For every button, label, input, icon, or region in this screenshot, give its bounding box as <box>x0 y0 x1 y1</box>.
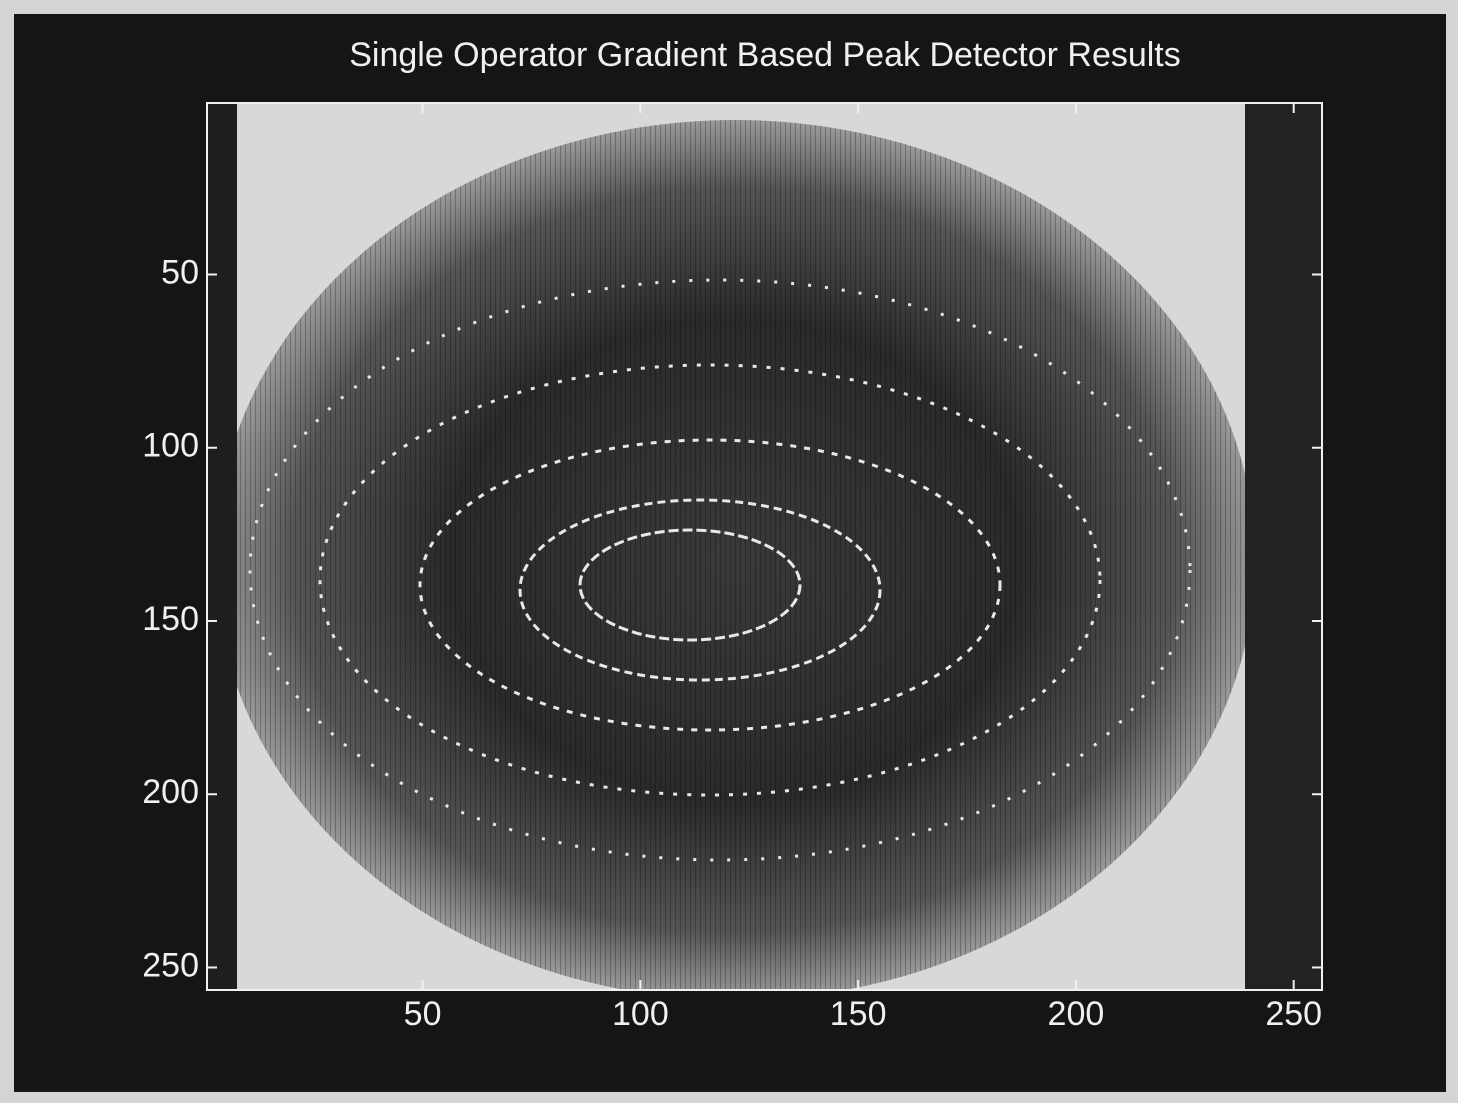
y-tick-label: 250 <box>142 946 199 984</box>
dark-band <box>1245 103 1322 990</box>
ridge <box>318 363 1102 797</box>
chart-title: Single Operator Gradient Based Peak Dete… <box>349 36 1181 74</box>
x-tick-label: 100 <box>612 995 669 1033</box>
dark-band <box>207 103 237 990</box>
ridge <box>518 498 882 682</box>
x-tick-label: 250 <box>1265 995 1322 1033</box>
axes-box <box>206 102 1323 991</box>
x-tick-label: 200 <box>1048 995 1105 1033</box>
y-tick-label: 200 <box>142 773 199 811</box>
x-tick-label: 50 <box>404 995 442 1033</box>
y-tick-label: 50 <box>161 253 199 291</box>
ridge-lines <box>248 278 1192 862</box>
y-tick-label: 150 <box>142 600 199 638</box>
ridge <box>248 278 1192 862</box>
ridge <box>578 528 802 642</box>
image-texture <box>215 120 1255 990</box>
image <box>207 103 1322 990</box>
x-tick-label: 150 <box>830 995 887 1033</box>
ridge <box>418 438 1002 732</box>
y-tick-label: 100 <box>142 427 199 465</box>
